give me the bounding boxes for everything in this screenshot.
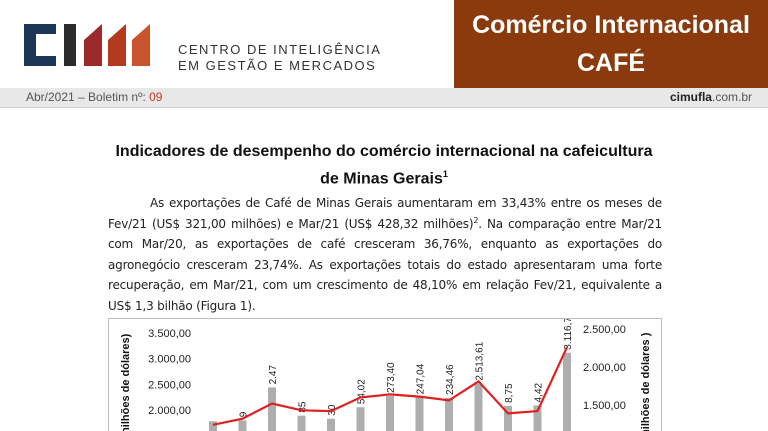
bar-data-label: 9 xyxy=(239,411,250,417)
y-left-tick-label: 2.500,00 xyxy=(148,379,191,391)
figure-chart: milhões de dólares) milhões de dólares ) 3… xyxy=(108,318,662,431)
paragraph-part2: . Na comparação entre Mar/21 com Mar/20,… xyxy=(108,216,662,313)
y-left-tick-label: 3.500,00 xyxy=(148,328,191,340)
bar xyxy=(415,397,424,431)
bar xyxy=(297,415,306,431)
edition-bar: Abr/2021 – Boletim nº: 09 cimufla.com.br xyxy=(0,88,768,108)
bar xyxy=(474,383,483,431)
bar xyxy=(327,418,335,431)
header: CENTRO DE INTELIGÊNCIA EM GESTÃO E MERCA… xyxy=(0,0,768,90)
bar-data-label: 2.47 xyxy=(268,365,279,385)
y-right-tick-label: 2.000,00 xyxy=(583,362,626,374)
bar-data-label: 3.116,70 xyxy=(563,319,574,350)
bar-data-label: 247,04 xyxy=(416,363,427,394)
title-line1: Indicadores de desempenho do comércio in… xyxy=(115,143,653,160)
edition-prefix: Abr/2021 – Boletim nº: xyxy=(26,90,150,104)
body-paragraph: As exportações de Café de Minas Gerais a… xyxy=(108,193,662,316)
y-left-axis-label: milhões de dólares) xyxy=(120,333,132,431)
bar xyxy=(504,405,512,431)
title-footnote: 1 xyxy=(442,169,448,179)
bar-data-label: 85 xyxy=(298,401,309,413)
site-domain: .com.br xyxy=(711,90,752,104)
y-left-tick-label: 2.000,00 xyxy=(148,405,191,417)
y-left-tick-label: 3.000,00 xyxy=(148,354,191,366)
paragraph-part1: As exportações de Café de Minas Gerais a… xyxy=(108,196,662,231)
bar xyxy=(386,395,394,431)
y-right-tick-label: 2.500,00 xyxy=(583,324,626,336)
document-title: Indicadores de desempenho do comércio in… xyxy=(80,140,688,190)
y-right-tick-label: 1.500,00 xyxy=(583,400,626,412)
site-link[interactable]: cimufla.com.br xyxy=(670,90,752,104)
bar-data-label: 273,40 xyxy=(386,362,397,393)
org-name: CENTRO DE INTELIGÊNCIA EM GESTÃO E MERCA… xyxy=(178,42,381,74)
line-series xyxy=(212,346,568,426)
bar-data-label: 4,42 xyxy=(534,382,545,402)
org-name-line2: EM GESTÃO E MERCADOS xyxy=(178,58,377,73)
bar xyxy=(356,407,365,431)
cim-logo xyxy=(24,24,150,66)
bar-data-label: 54,02 xyxy=(357,379,368,404)
banner-subtitle: CAFÉ xyxy=(576,49,646,77)
bar xyxy=(563,352,571,431)
site-name: cimufla xyxy=(669,90,712,104)
title-line2: de Minas Gerais xyxy=(320,170,443,188)
y-right-axis-label: milhões de dólares ) xyxy=(640,332,652,431)
bar xyxy=(445,397,453,431)
bar xyxy=(533,405,542,431)
bar-data-label: 2.513,61 xyxy=(475,341,486,380)
section-banner: Comércio Internacional CAFÉ xyxy=(454,0,768,88)
edition-info: Abr/2021 – Boletim nº: 09 xyxy=(26,90,162,104)
bar xyxy=(238,420,247,431)
paragraph-footnote: 2 xyxy=(473,215,479,225)
bar-data-label: 234,46 xyxy=(445,364,456,395)
edition-number: 09 xyxy=(149,90,163,104)
bar-data-label: 8,75 xyxy=(504,383,515,403)
banner-title: Comércio Internacional xyxy=(472,11,750,39)
bar xyxy=(268,387,276,431)
org-name-line1: CENTRO DE INTELIGÊNCIA xyxy=(178,42,382,57)
bar xyxy=(209,421,217,431)
chart-svg: milhões de dólares) milhões de dólares ) 3… xyxy=(120,319,652,431)
